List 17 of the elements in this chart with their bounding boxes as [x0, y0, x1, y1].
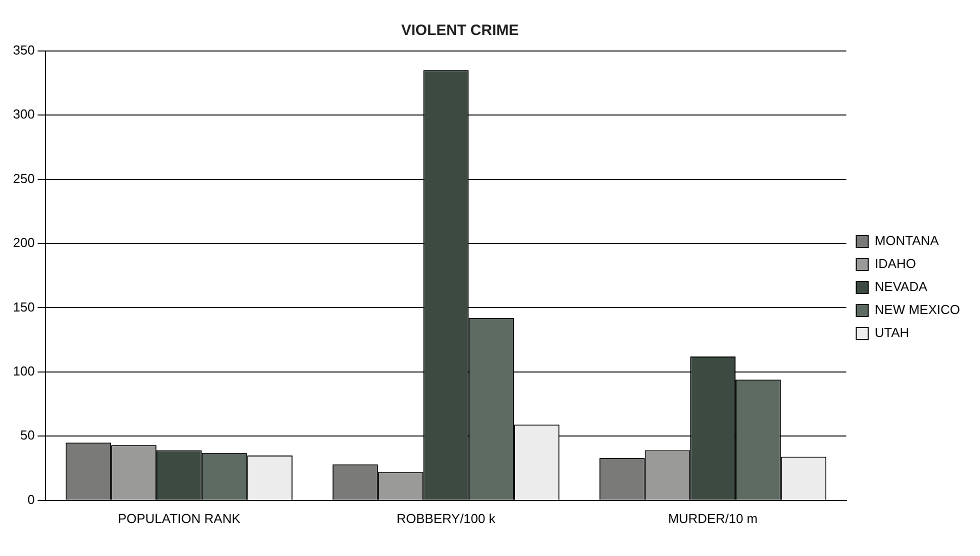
legend-label: NEVADA — [874, 279, 928, 294]
x-tick-label: POPULATION RANK — [118, 510, 241, 526]
y-tick-label: 200 — [12, 235, 35, 250]
legend-label: IDAHO — [874, 256, 916, 272]
chart-title: VIOLENT CRIME — [400, 22, 520, 39]
x-tick-label: MURDER/10 m — [668, 510, 758, 526]
y-tick-label: 300 — [12, 106, 35, 122]
y-tick-label: 150 — [12, 299, 35, 314]
y-tick-label: 100 — [12, 364, 35, 379]
legend-label: NEW MEXICO — [874, 302, 960, 318]
y-tick-label: 50 — [20, 428, 35, 443]
legend-label: MONTANA — [874, 233, 940, 248]
legend-label: UTAH — [874, 325, 910, 340]
y-tick-label: 250 — [12, 170, 35, 186]
y-tick-label: 0 — [27, 492, 35, 507]
y-tick-label: 350 — [12, 42, 35, 58]
x-tick-label: ROBBERY/100 k — [396, 510, 496, 526]
